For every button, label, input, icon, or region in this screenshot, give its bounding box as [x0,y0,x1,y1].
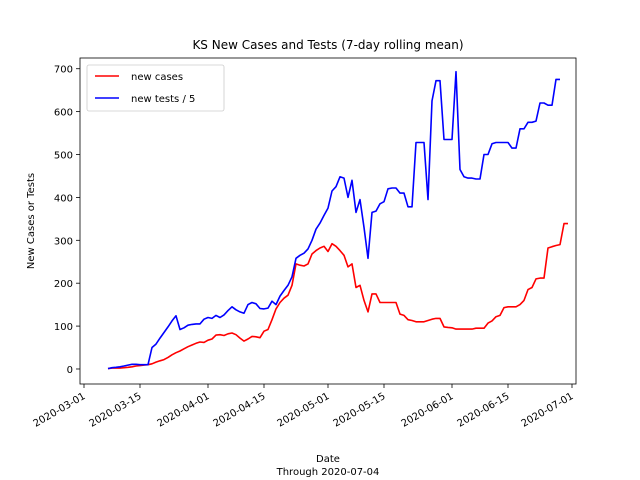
x-axis-sublabel: Through 2020-07-04 [276,467,380,478]
y-tick-label: 400 [54,193,73,204]
x-tick-label: 2020-04-01 [156,391,212,430]
legend-label-new-tests: new tests / 5 [131,94,195,105]
y-tick-label: 100 [54,322,73,333]
y-axis: 0 100 200 300 400 500 600 700 [54,65,80,376]
y-tick-label: 300 [54,236,73,247]
chart-title: KS New Cases and Tests (7-day rolling me… [192,38,463,52]
series-line-1 [107,70,560,370]
x-tick-label: 2020-06-15 [456,391,512,430]
x-tick-label: 2020-07-01 [520,391,576,430]
series-line-0 [107,222,568,370]
legend: new cases new tests / 5 [86,64,225,112]
legend-label-new-cases: new cases [131,72,183,83]
x-axis-label: Date [316,454,340,465]
y-tick-label: 200 [54,279,73,290]
y-tick-label: 600 [54,108,73,119]
legend-box [86,64,225,112]
y-tick-label: 0 [67,365,73,376]
y-tick-label: 500 [54,151,73,162]
x-tick-label: 2020-04-15 [212,391,268,430]
y-tick-label: 700 [54,65,73,76]
y-axis-label: New Cases or Tests [26,173,37,269]
x-tick-label: 2020-03-01 [32,391,88,430]
x-tick-label: 2020-05-15 [332,391,388,430]
x-tick-label: 2020-05-01 [276,391,332,430]
series-layer [107,70,568,370]
x-tick-label: 2020-03-15 [88,391,144,430]
x-axis: 2020-03-01 2020-03-15 2020-04-01 2020-04-15… [32,384,576,430]
x-tick-label: 2020-06-01 [400,391,456,430]
